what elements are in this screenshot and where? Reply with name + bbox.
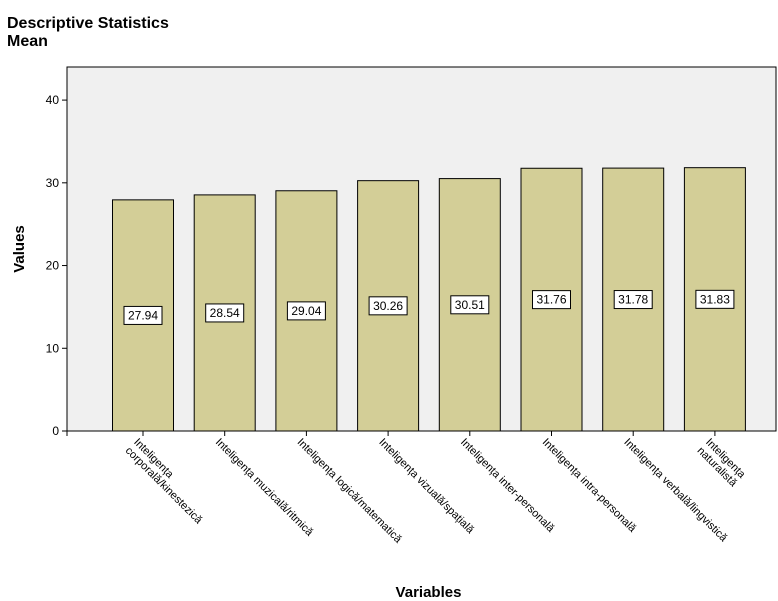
data-label: 28.54 xyxy=(210,306,240,320)
x-tick-label: Inteligențanaturalistă xyxy=(695,436,748,489)
x-axis-title: Variables xyxy=(396,584,462,601)
data-label-box xyxy=(205,303,245,323)
data-label: 31.83 xyxy=(700,292,730,306)
data-label: 30.26 xyxy=(373,299,403,313)
data-label: 31.78 xyxy=(618,293,648,307)
data-label-box xyxy=(532,290,571,310)
chart-subtitle: Mean xyxy=(7,33,48,50)
x-tick-label: Inteligența vizuală/spațială xyxy=(376,436,476,536)
y-tick-label: 0 xyxy=(52,424,59,438)
data-labels-group: 27.94 28.54 29.04 30.26 30.51 31.76 31.78 31.83 xyxy=(123,289,735,325)
bar xyxy=(357,180,420,432)
x-axis: Inteligențacorporală/kinestezică Intelige… xyxy=(67,430,776,546)
x-tick-label: Inteligența inter-personală xyxy=(458,436,557,535)
data-label-box xyxy=(613,290,653,310)
y-axis-title: Values xyxy=(11,225,28,273)
x-tick-label: Inteligența intra-personală xyxy=(540,436,639,535)
data-label-box xyxy=(286,301,326,321)
data-label: 29.04 xyxy=(291,304,321,318)
chart-title: Descriptive Statistics xyxy=(7,15,169,32)
data-label: 30.51 xyxy=(455,298,485,312)
data-label-box xyxy=(695,289,735,309)
y-axis: 0 10 20 30 40 xyxy=(46,67,68,438)
y-tick-label: 30 xyxy=(46,176,60,190)
x-tick-label: Inteligența muzicală/ritmică xyxy=(213,436,316,539)
data-label-box xyxy=(368,296,408,316)
y-tick-label: 20 xyxy=(46,259,60,273)
data-label-box xyxy=(450,295,490,315)
data-label: 27.94 xyxy=(128,308,158,322)
data-label: 31.76 xyxy=(536,293,566,307)
y-tick-label: 40 xyxy=(46,93,60,107)
x-tick-label: Inteligențacorporală/kinestezică xyxy=(123,436,214,527)
data-label-box xyxy=(123,305,163,325)
y-tick-label: 10 xyxy=(46,341,60,355)
